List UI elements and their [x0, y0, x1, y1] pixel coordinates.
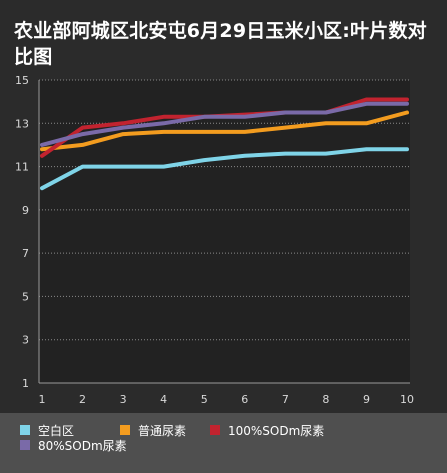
x-tick-label: 5: [201, 393, 208, 406]
series-line-2: [40, 110, 409, 152]
legend: 空白区 普通尿素 100%SODm尿素 80%SODm尿素: [0, 413, 447, 473]
y-tick-label: 9: [22, 204, 29, 217]
legend-swatch: [20, 440, 30, 450]
legend-swatch: [120, 425, 130, 435]
x-tick-label: 1: [39, 393, 46, 406]
series-lines: [40, 97, 409, 191]
x-tick-label: 3: [120, 393, 127, 406]
legend-swatch: [210, 425, 220, 435]
y-tick-label: 3: [22, 334, 29, 347]
legend-label: 80%SODm尿素: [38, 438, 127, 453]
x-tick-label: 8: [322, 393, 329, 406]
y-tick-label: 11: [15, 161, 29, 174]
x-tick-labels: 1 2 3 4 5 6 7 8 9 10: [39, 393, 415, 406]
y-tick-label: 13: [15, 117, 29, 130]
legend-swatch: [20, 425, 30, 435]
y-tick-label: 7: [22, 247, 29, 260]
x-tick-label: 10: [400, 393, 414, 406]
legend-item: 100%SODm尿素: [210, 422, 324, 438]
y-tick-label: 1: [22, 377, 29, 390]
legend-item: 80%SODm尿素: [20, 437, 127, 453]
legend-label: 普通尿素: [138, 423, 187, 438]
x-tick-label: 4: [160, 393, 167, 406]
legend-item: 普通尿素: [120, 422, 186, 438]
x-tick-label: 7: [282, 393, 289, 406]
x-tick-label: 9: [363, 393, 370, 406]
y-tick-label: 15: [15, 74, 29, 87]
y-tick-label: 5: [22, 290, 29, 303]
x-tick-label: 6: [241, 393, 248, 406]
legend-item: 空白区: [20, 422, 74, 438]
series-line-4: [40, 101, 409, 147]
legend-label: 空白区: [38, 423, 75, 438]
legend-label: 100%SODm尿素: [228, 423, 325, 438]
series-line-1: [40, 147, 409, 191]
chart-title: 农业部阿城区北安屯6月29日玉米小区:叶片数对比图: [14, 20, 427, 68]
x-tick-label: 2: [79, 393, 86, 406]
